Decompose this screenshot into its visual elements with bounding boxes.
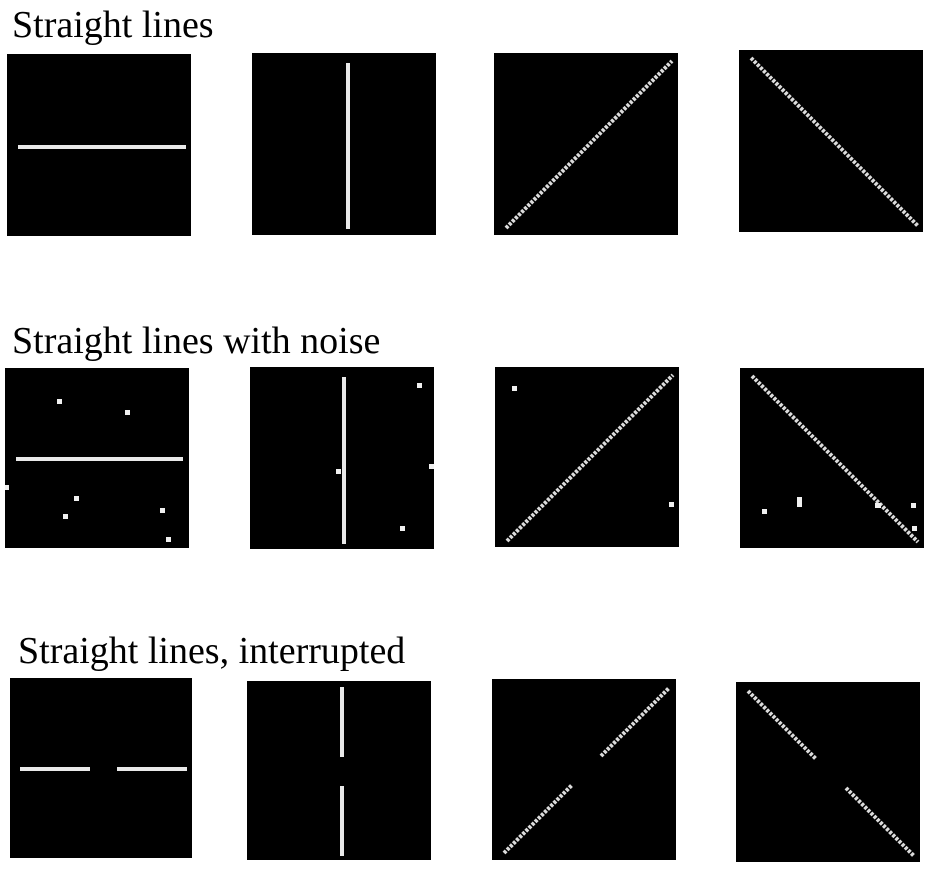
falling-diagonal-line-interrupted-figure (746, 689, 916, 858)
rising-diagonal-line-figure (504, 59, 674, 230)
falling-diagonal-line (749, 56, 920, 228)
noise-dots (336, 383, 434, 531)
noise-dot (912, 526, 917, 531)
vertical-line-panel (252, 53, 436, 235)
rising-diagonal-line (504, 59, 674, 230)
rising-diagonal-line-interrupted-figure (502, 686, 671, 855)
noise-dots (762, 497, 917, 531)
section-title-straight-lines-interrupted: Straight lines, interrupted (18, 630, 406, 672)
noise-dot (166, 537, 171, 542)
noise-dot (74, 496, 79, 501)
noise-dot (797, 497, 802, 507)
noise-dot (400, 526, 405, 531)
noise-dot (875, 503, 881, 508)
noise-dot (336, 469, 341, 474)
line-segment (844, 786, 916, 858)
rising-diagonal-line-panel (494, 53, 678, 235)
horizontal-line-interrupted-figure (20, 767, 187, 771)
falling-diagonal-line-with-noise-panel (740, 368, 924, 548)
rising-diagonal-line-with-noise-figure (505, 373, 675, 543)
falling-diagonal-line (750, 374, 920, 544)
noise-dot (63, 514, 68, 519)
horizontal-line-panel (7, 54, 191, 236)
falling-diagonal-line-panel (739, 50, 923, 232)
noise-dot (512, 386, 517, 391)
noise-dot (911, 503, 916, 508)
vertical-line-figure (346, 63, 350, 229)
rising-diagonal-line (505, 373, 675, 543)
vertical-line-interrupted-figure (340, 687, 344, 856)
falling-diagonal-line-with-noise-figure (750, 374, 920, 544)
noise-dot (125, 410, 130, 415)
horizontal-line-figure (18, 145, 186, 149)
horizontal-line-with-noise-panel (5, 368, 189, 548)
line-segment (746, 689, 818, 761)
noise-dot (160, 508, 165, 513)
noise-dot (5, 485, 9, 490)
noise-dots (512, 386, 674, 507)
section-title-straight-lines-with-noise: Straight lines with noise (12, 320, 381, 362)
vertical-line-with-noise-figure (336, 377, 434, 544)
rising-diagonal-line-interrupted-panel (492, 679, 676, 860)
noise-dot (417, 383, 422, 388)
noise-dot (669, 502, 674, 507)
vertical-line-with-noise-panel (250, 367, 434, 549)
horizontal-line-with-noise-figure (5, 399, 183, 542)
section-title-straight-lines: Straight lines (12, 4, 214, 46)
vertical-line-interrupted-panel (247, 681, 431, 860)
falling-diagonal-line-figure (749, 56, 920, 228)
noise-dots (5, 399, 171, 542)
line-segment (502, 783, 574, 855)
line-segment (599, 686, 671, 758)
noise-dot (429, 464, 434, 469)
rising-diagonal-line-with-noise-panel (495, 367, 679, 547)
falling-diagonal-line-interrupted-panel (736, 682, 920, 862)
horizontal-line-interrupted-panel (10, 678, 192, 858)
noise-dot (762, 509, 767, 514)
noise-dot (57, 399, 62, 404)
